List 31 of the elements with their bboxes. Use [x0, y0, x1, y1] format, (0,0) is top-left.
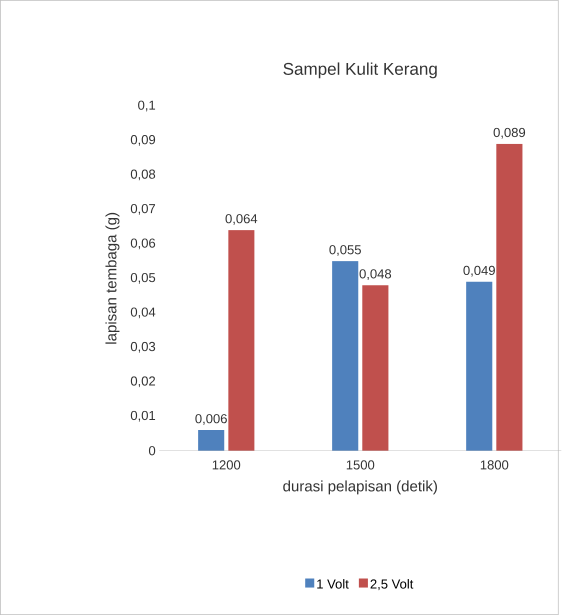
data-label: 0,055 — [330, 245, 362, 256]
y-tick-label: 0,07 — [131, 204, 156, 215]
bar — [198, 430, 224, 451]
bar — [332, 261, 358, 451]
bar — [362, 285, 389, 451]
chart-title: Sampel Kulit Kerang — [284, 62, 437, 78]
y-tick-label: 0,06 — [131, 238, 156, 250]
data-label: 0,064 — [226, 214, 258, 225]
y-axis-title: lapisan tembaga (g) — [106, 212, 120, 344]
x-tick-label: 1800 — [481, 460, 509, 470]
y-tick-label: 0,1 — [138, 100, 156, 112]
x-tick-label: 1500 — [347, 460, 374, 470]
bar — [466, 282, 493, 451]
legend-label: 2,5 Volt — [370, 579, 414, 590]
x-tick-label: 1200 — [212, 460, 240, 470]
y-tick-label: 0,01 — [131, 410, 156, 422]
data-label: 0,048 — [360, 269, 392, 280]
bar — [228, 230, 255, 451]
bar — [496, 144, 523, 451]
y-tick-label: 0,08 — [131, 170, 156, 180]
data-label: 0,049 — [464, 266, 496, 277]
y-tick-label: 0 — [149, 446, 156, 456]
x-axis-title: durasi pelapisan (detik) — [283, 480, 438, 494]
y-tick-label: 0,09 — [131, 135, 156, 146]
data-label: 0,006 — [196, 414, 228, 425]
y-tick-label: 0,03 — [131, 342, 156, 353]
y-tick-label: 0,02 — [131, 376, 156, 388]
y-tick-label: 0,05 — [131, 272, 156, 284]
y-tick-label: 0,04 — [131, 307, 156, 318]
legend-label: 1 Volt — [317, 579, 349, 589]
data-label: 0,089 — [494, 128, 526, 139]
